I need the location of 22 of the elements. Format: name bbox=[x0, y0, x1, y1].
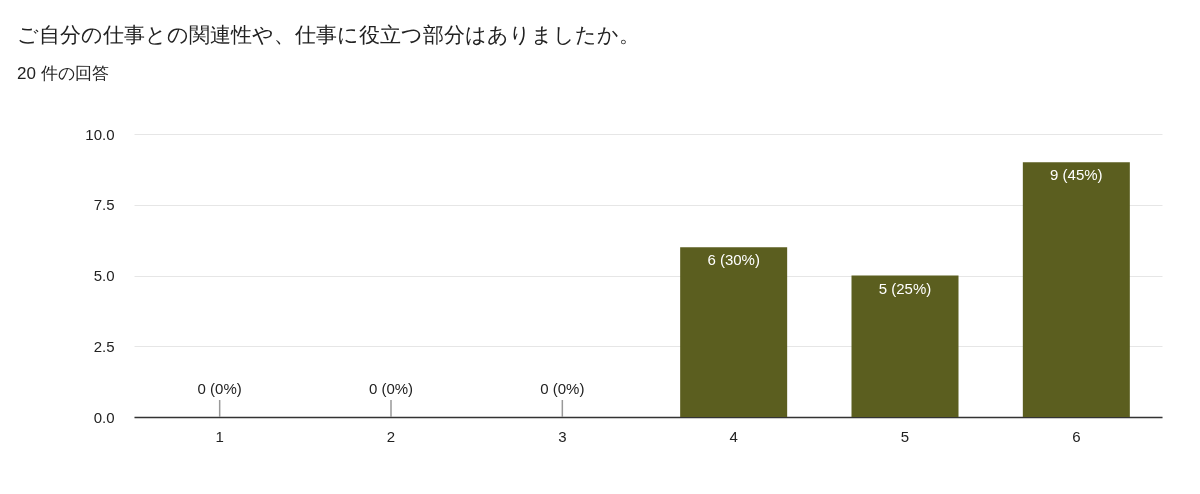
y-tick-label: 10.0 bbox=[85, 125, 115, 143]
data-label: 0 (0%) bbox=[368, 380, 414, 397]
x-tick-label: 4 bbox=[729, 427, 738, 445]
x-tick-label: 3 bbox=[558, 427, 567, 445]
bar bbox=[1022, 162, 1130, 417]
x-tick-label: 5 bbox=[900, 427, 910, 445]
data-label: 6 (30%) bbox=[707, 251, 760, 269]
y-tick-label: 7.5 bbox=[93, 196, 115, 214]
data-label: 0 (0%) bbox=[540, 380, 585, 397]
chart-subtitle: 20 件の回答 bbox=[17, 64, 109, 83]
y-tick-label: 5.0 bbox=[93, 267, 115, 284]
bar bbox=[851, 275, 959, 417]
data-label: 5 (25%) bbox=[878, 279, 932, 297]
data-label: 0 (0%) bbox=[197, 380, 242, 397]
bar bbox=[680, 247, 788, 417]
chart-title: ご自分の仕事との関連性や、仕事に役立つ部分はありましたか。 bbox=[17, 23, 640, 46]
x-tick-label: 1 bbox=[215, 427, 224, 445]
x-tick-label: 6 bbox=[1072, 427, 1081, 445]
data-label: 9 (45%) bbox=[1050, 166, 1103, 184]
x-tick-label: 2 bbox=[386, 427, 396, 445]
y-tick-label: 2.5 bbox=[93, 337, 115, 355]
y-tick-label: 0.0 bbox=[93, 408, 115, 426]
